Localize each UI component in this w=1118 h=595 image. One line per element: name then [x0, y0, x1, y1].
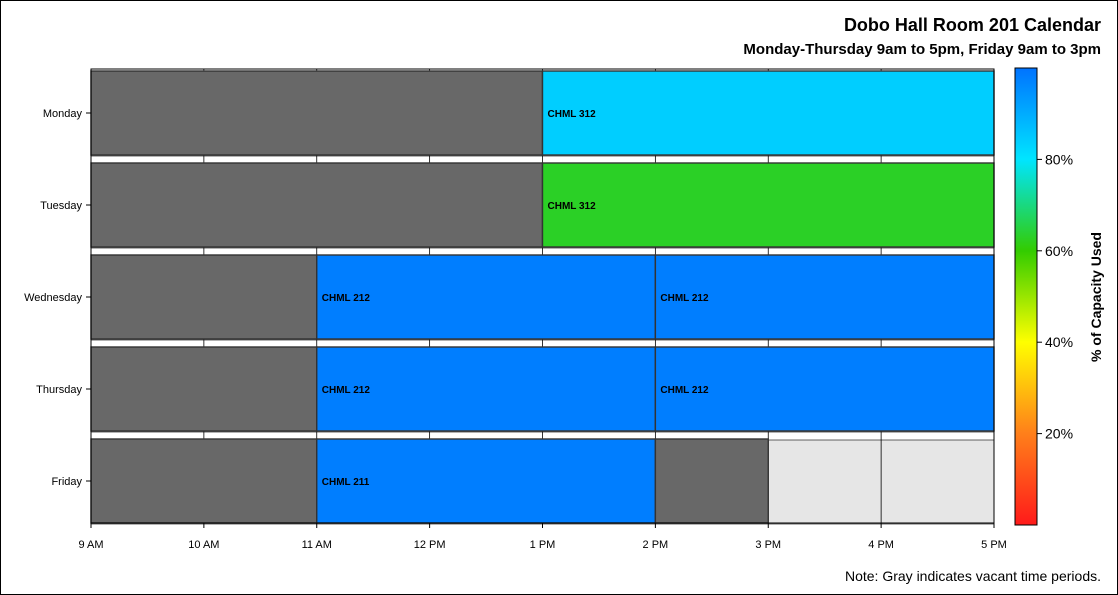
vacant-bar-friday-10 [90, 438, 318, 524]
y-tick-label: Tuesday [40, 200, 82, 212]
colorbar-tick-label: 40% [1045, 334, 1073, 350]
x-tick-label: 11 AM [302, 539, 332, 551]
x-tick-label: 4 PM [868, 539, 894, 551]
x-tick-label: 2 PM [643, 539, 669, 551]
vacant-bar-thursday-7 [90, 346, 318, 432]
y-tick-label: Friday [51, 476, 82, 488]
bar-label: CHML 212 [660, 385, 709, 396]
x-tick-label: 10 AM [188, 539, 219, 551]
booking-bar-tuesday-3 [541, 162, 995, 248]
vacant-bar-monday-0 [90, 70, 544, 156]
colorbar-tick-label: 60% [1045, 243, 1073, 259]
bar-label: CHML 312 [548, 109, 597, 120]
bar-label: CHML 211 [322, 477, 370, 488]
bar-label: CHML 212 [660, 293, 709, 304]
vacant-bar-tuesday-2 [90, 162, 544, 248]
bar-label: CHML 312 [548, 201, 597, 212]
y-tick-label: Wednesday [24, 292, 82, 304]
booking-bar-wednesday-5 [316, 254, 657, 340]
x-tick-label: 3 PM [755, 539, 781, 551]
colorbar-tick-label: 80% [1045, 151, 1073, 167]
x-tick-label: 9 AM [78, 539, 103, 551]
booking-bar-wednesday-6 [654, 254, 995, 340]
colorbar-tick-label: 20% [1045, 426, 1073, 442]
y-tick-label: Thursday [36, 384, 82, 396]
x-tick-label: 1 PM [530, 539, 556, 551]
booking-bar-thursday-8 [316, 346, 657, 432]
booking-bar-thursday-9 [654, 346, 995, 432]
chart-title: Dobo Hall Room 201 Calendar [843, 15, 1101, 35]
x-tick-label: 5 PM [981, 539, 1007, 551]
chart-footnote: Note: Gray indicates vacant time periods… [844, 568, 1101, 584]
y-tick-label: Monday [43, 108, 83, 120]
vacant-bar-wednesday-4 [90, 254, 318, 340]
vacant-bar-friday-12 [654, 438, 769, 524]
colorbar-title: % of Capacity Used [1088, 232, 1104, 362]
chart-subtitle: Monday-Thursday 9am to 5pm, Friday 9am t… [743, 41, 1101, 58]
bar-label: CHML 212 [322, 293, 371, 304]
colorbar [1014, 67, 1038, 526]
booking-bar-monday-1 [541, 70, 995, 156]
x-tick-label: 12 PM [414, 539, 446, 551]
bar-label: CHML 212 [322, 385, 371, 396]
